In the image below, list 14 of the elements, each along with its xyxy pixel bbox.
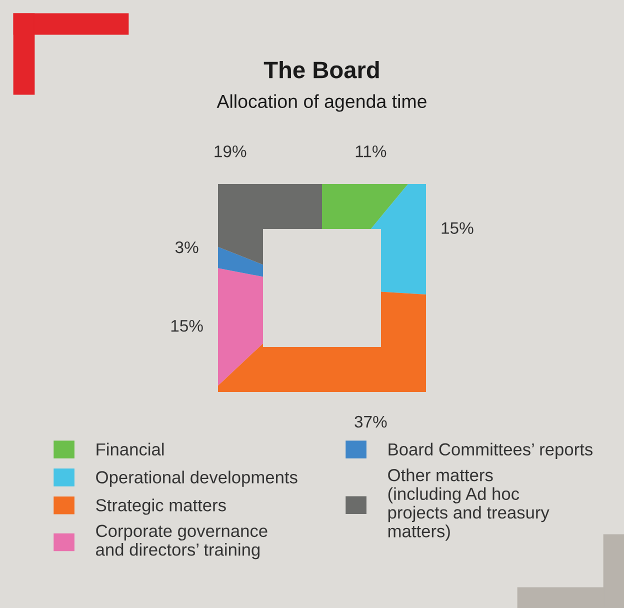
data-label: 19% [214,145,246,158]
legend-label: Financial [96,442,164,456]
chart-subtitle: Allocation of agenda time [216,94,426,112]
data-label: 15% [442,222,474,234]
legend-label: Strategic matters [96,498,226,515]
chart-title: The Board [264,60,379,78]
legend-label: Corporate governance and directors’ training [96,524,268,560]
data-label: 11% [356,146,386,158]
legend-label: Board Committees’ reports [388,442,592,459]
legend-label: Other matters (including Ad hoc projects and treasury matters) [388,468,550,541]
data-label: 15% [171,320,203,332]
data-label: 37% [354,416,387,428]
legend-label: Operational developments [96,470,298,487]
data-label: 3% [175,241,198,254]
